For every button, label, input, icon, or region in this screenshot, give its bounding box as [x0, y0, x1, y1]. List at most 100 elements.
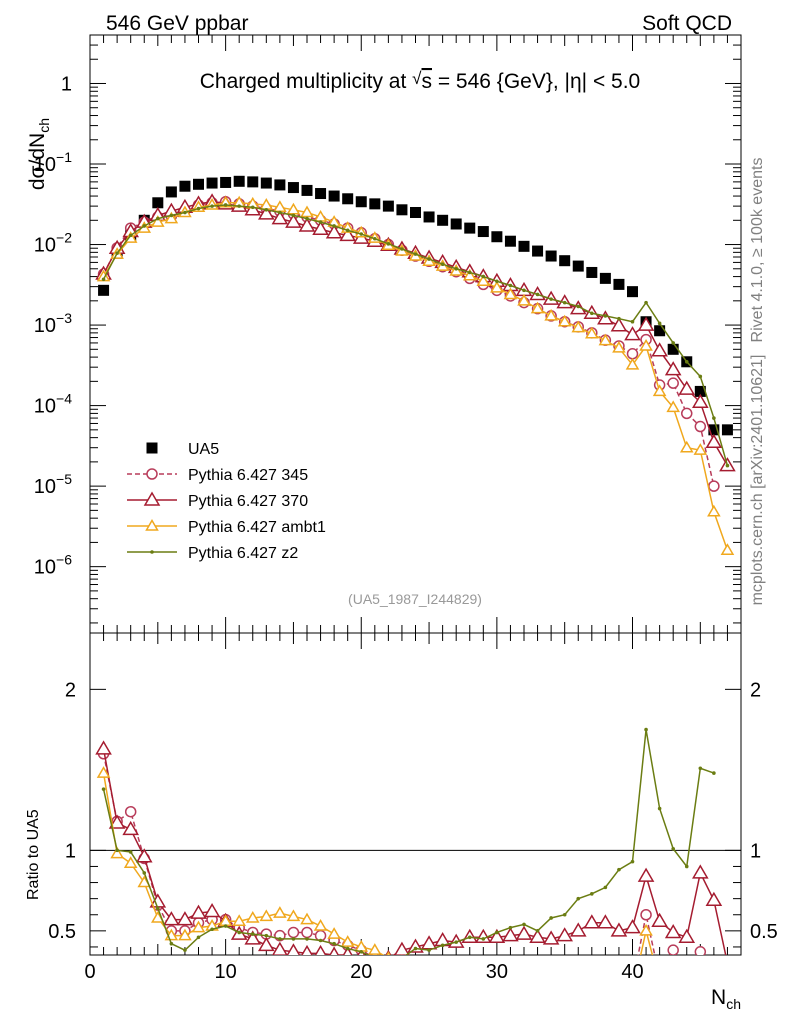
ratio-point	[340, 935, 355, 947]
data-point	[571, 320, 586, 333]
ratio-point	[183, 948, 187, 952]
legend: UA5 Pythia 6.427 345 Pythia 6.427 370 Pythi…	[127, 441, 326, 562]
ratio-point	[108, 814, 126, 829]
legend-label: Pythia 6.427 z2	[188, 545, 298, 562]
analysis-watermark: (UA5_1987_I244829)	[348, 591, 482, 607]
data-point	[427, 257, 431, 261]
ratio-point	[684, 864, 689, 869]
ratio-point	[410, 959, 421, 969]
ratio-point	[727, 954, 728, 955]
legend-item: UA5	[146, 441, 219, 458]
ratio-point	[440, 943, 445, 948]
ratio-point	[110, 846, 124, 859]
header-left: 546 GeV ppbar	[106, 12, 248, 35]
data-point	[325, 224, 343, 239]
ratio-point	[481, 937, 486, 941]
data-point	[707, 504, 721, 517]
ratio-point	[332, 941, 336, 946]
ratio-point	[712, 771, 716, 775]
ratio-point	[101, 787, 106, 791]
ratio-point	[342, 946, 353, 955]
legend-item: Pythia 6.427 ambt1	[127, 519, 326, 536]
ratio-point	[232, 914, 246, 926]
ratio-y-tick-label-right: 1	[750, 840, 761, 862]
data-point	[535, 292, 540, 297]
ratio-point	[264, 933, 269, 938]
data-point	[315, 188, 327, 200]
y-tick-label: 10−2	[34, 230, 72, 257]
ratio-point	[624, 919, 641, 934]
data-point	[637, 316, 655, 331]
ratio-point	[345, 946, 350, 951]
data-point	[332, 224, 336, 228]
main-series	[95, 175, 736, 555]
y-tick-label: 10−5	[34, 471, 72, 498]
ratio-line	[102, 772, 654, 955]
y-tick-label: 10−6	[34, 552, 72, 579]
legend-marker	[146, 442, 158, 454]
ratio-point	[305, 937, 309, 941]
ratio-point	[386, 951, 391, 955]
data-point	[382, 200, 394, 212]
data-point	[373, 236, 377, 241]
data-point	[610, 317, 628, 332]
ratio-point	[203, 903, 221, 918]
x-tick-label: 30	[486, 961, 508, 983]
data-point	[98, 284, 110, 296]
data-point	[285, 213, 302, 228]
data-point	[318, 220, 323, 224]
data-point	[721, 424, 733, 436]
data-point	[454, 266, 458, 271]
data-point	[545, 250, 557, 262]
legend-label: Pythia 6.427 ambt1	[188, 519, 326, 536]
data-point	[233, 175, 245, 187]
ratio-point	[630, 859, 635, 864]
ratio-point	[258, 936, 275, 952]
data-point	[250, 205, 255, 210]
data-point	[342, 193, 354, 205]
data-point	[624, 326, 641, 341]
data-point	[639, 338, 653, 351]
data-point	[518, 240, 530, 252]
ratio-point	[549, 916, 553, 920]
ratio-point	[176, 911, 194, 926]
data-point	[613, 278, 625, 290]
data-point	[720, 543, 735, 555]
data-point	[651, 342, 668, 357]
legend-item: Pythia 6.427 345	[127, 467, 308, 484]
data-point	[681, 407, 693, 420]
data-point	[657, 321, 662, 326]
data-point	[557, 314, 572, 327]
data-point	[128, 233, 133, 238]
ratio-point	[427, 948, 431, 952]
ratio-point	[454, 940, 458, 944]
ratio-point	[169, 941, 174, 946]
ratio-point	[475, 928, 492, 944]
ratio-point	[562, 912, 567, 917]
ratio-point	[95, 740, 112, 755]
ratio-point	[387, 958, 391, 962]
data-point	[151, 215, 165, 227]
data-point	[617, 316, 621, 321]
x-tick-label: 0	[84, 961, 95, 983]
data-point	[654, 325, 666, 337]
ratio-point	[651, 912, 668, 927]
data-point	[355, 196, 367, 208]
ratio-point	[178, 928, 192, 941]
series-2	[95, 193, 736, 472]
data-point	[530, 301, 545, 314]
data-point	[477, 226, 489, 238]
ratio-point	[590, 892, 594, 896]
chart-title: Charged multiplicity at √s = 546 {GeV}, …	[200, 69, 641, 93]
data-point	[450, 218, 462, 230]
ratio-axis-ticks: 0.5 0.51 12 20 10 20 30 40	[48, 633, 778, 983]
data-point	[590, 311, 594, 316]
data-point	[476, 274, 491, 287]
ratio-frame	[89, 632, 742, 956]
data-point	[503, 287, 518, 300]
data-point	[156, 216, 160, 221]
data-point	[115, 251, 119, 256]
main-axis-ticks: 1 10−1 10−2 10−3 10−4 10−5 10−6	[34, 34, 742, 633]
ratio-point	[556, 927, 573, 942]
